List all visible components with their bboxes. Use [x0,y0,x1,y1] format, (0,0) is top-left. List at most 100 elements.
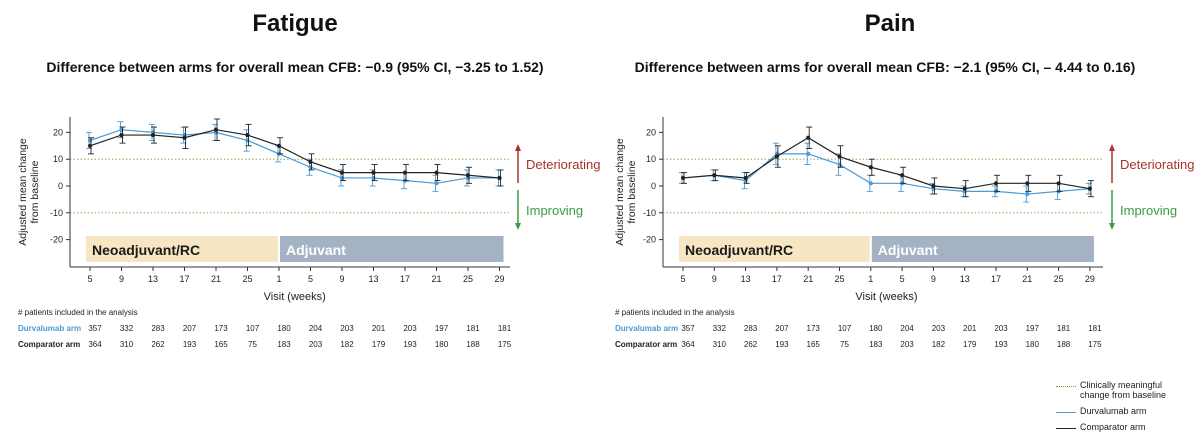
pain-x-axis-label: Visit (weeks) [855,291,917,303]
legend-meaningful-line [1056,386,1076,387]
fatigue-deteriorating-arrowhead [515,144,521,151]
pain-table-cell: 357 [681,324,695,333]
fatigue-x-tick-label: 9 [119,274,124,284]
pain-table-cell: 332 [712,324,726,333]
pain-comparator-point [774,154,780,159]
fatigue-comparator-line [89,129,500,179]
fatigue-table-cell: 181 [497,324,512,333]
fatigue-comparator-point [87,143,93,148]
pain-table-cell: 173 [806,324,820,333]
pain-comparator-point [1025,181,1030,186]
pain-x-tick-label: 29 [1085,274,1095,284]
pain-table-cell: 75 [840,340,849,349]
fatigue-table-cell: 310 [119,340,134,349]
fatigue-table-cell: 204 [308,324,323,333]
pain-table-cell: 262 [743,340,758,349]
pain-comparator-point [868,165,873,170]
pain-x-tick-label: 13 [741,274,751,284]
pain-table-cell: 182 [931,340,946,349]
fatigue-table-cell: 357 [88,324,102,333]
pain-phase-label: Adjuvant [878,242,938,258]
fatigue-table-row-label: Durvalumab arm [18,324,82,333]
fatigue-durvalumab-point [308,165,313,170]
pain-comparator-point [931,183,936,189]
pain-comparator-line [682,137,1091,190]
fatigue-x-tick-label: 29 [494,274,504,284]
pain-table-cell: 183 [869,340,883,349]
pain-table-cell: 203 [994,324,1008,333]
fatigue-table-cell: 182 [340,340,354,349]
fatigue-table-cell: 203 [403,324,417,333]
fatigue-durvalumab-line [89,129,500,184]
fatigue-x-tick-label: 17 [179,274,189,284]
fatigue-comparator-point [497,175,502,181]
pain-x-tick-label: 17 [991,274,1001,284]
fatigue-improving-label: Improving [526,203,583,218]
pain-y-axis-label: Adjusted mean changefrom baseline [614,138,638,246]
pain-table-cell: 283 [743,324,758,333]
pain-table-cell: 175 [1088,340,1102,349]
fatigue-table-cell: 364 [88,340,102,349]
legend-comparator-line [1056,428,1076,429]
fatigue-phase-label: Neoadjuvant/RC [92,242,200,258]
fatigue-comparator-point [245,132,250,138]
pain-table-cell: 181 [1056,324,1071,333]
pain-durvalumab-point [1025,191,1030,197]
fatigue-x-tick-label: 25 [463,274,473,284]
pain-x-tick-label: 25 [834,274,844,284]
fatigue-phase-bar [86,236,278,262]
pain-y-tick-label: 20 [646,127,656,137]
pain-table-cell: 180 [869,324,883,333]
legend-durvalumab-label: Durvalumab arm [1080,406,1147,416]
pain-table-cell: 181 [1088,324,1102,333]
pain-title: Pain [864,10,916,37]
fatigue-table-cell: 332 [119,324,134,333]
fatigue-deteriorating-label: Deteriorating [526,157,600,172]
fatigue-subtitle: Difference between arms for overall mean… [46,59,544,75]
pain-table-cell: 188 [1056,340,1071,349]
fatigue-y-tick-label: 20 [53,127,63,137]
pain-table-cell: 193 [994,340,1008,349]
fatigue-x-tick-label: 5 [87,274,92,284]
pain-x-tick-label: 17 [772,274,782,284]
pain-comparator-point [1056,181,1061,186]
pain-x-tick-label: 9 [931,274,936,284]
fatigue-table-cell: 197 [434,324,449,333]
legend-durvalumab-line [1056,412,1076,413]
pain-table-cell: 107 [837,324,852,333]
fatigue-table-cell: 75 [248,340,257,349]
fatigue-table-cell: 262 [151,340,165,349]
fatigue-title: Fatigue [252,10,338,37]
fatigue-comparator-point [150,132,156,138]
pain-comparator-point [962,186,967,191]
fatigue-durvalumab-point [434,181,439,186]
fatigue-comparator-point [213,127,219,132]
fatigue-y-tick-label: 0 [58,181,63,191]
fatigue-x-tick-label: 17 [400,274,410,284]
fatigue-y-tick-label: -20 [50,235,63,245]
fatigue-table-cell: 203 [340,324,354,333]
fatigue-x-tick-label: 13 [368,274,378,284]
fatigue-table-cell: 203 [308,340,323,349]
pain-durvalumab-point [868,181,873,186]
fatigue-comparator-point [339,170,345,175]
fatigue-y-axis-label: Adjusted mean changefrom baseline [17,138,41,246]
fatigue-y-tick-label: -10 [50,208,63,218]
fatigue-phase-bar [280,236,504,262]
pain-comparator-point [806,135,811,140]
pain-comparator-point [900,173,905,178]
pain-table-cell: 201 [963,324,977,333]
pain-x-tick-label: 5 [900,274,905,284]
pain-y-tick-label: -10 [643,208,656,218]
pain-phase-bar [871,236,1094,262]
pain-comparator-point [837,154,842,159]
fatigue-table-cell: 183 [277,340,291,349]
fatigue-comparator-point [371,170,376,175]
pain-table-cell: 203 [900,340,914,349]
fatigue-table-cell: 193 [403,340,417,349]
pain-table-cell: 165 [806,340,820,349]
legend-comparator-label: Comparator arm [1080,422,1146,432]
pain-comparator-point [1087,186,1092,191]
pain-x-tick-label: 9 [712,274,717,284]
pain-improving-arrowhead [1109,223,1115,230]
